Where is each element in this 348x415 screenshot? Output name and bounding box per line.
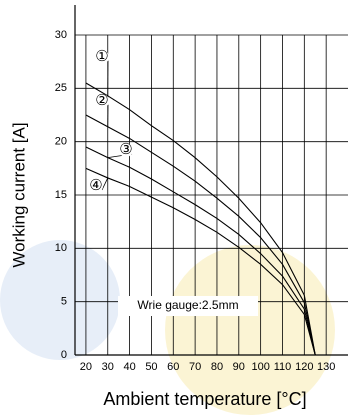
- y-tick-label: 20: [55, 136, 67, 148]
- x-tick-label: 60: [167, 361, 179, 373]
- series-label-bg: [95, 50, 109, 64]
- x-tick-label: 40: [123, 361, 135, 373]
- leader-line: [101, 177, 109, 191]
- series-label: ④: [89, 177, 102, 194]
- x-tick-label: 50: [145, 361, 157, 373]
- x-tick-label: 80: [211, 361, 223, 373]
- x-tick-label: 20: [80, 361, 92, 373]
- x-tick-label: 100: [251, 361, 269, 373]
- y-tick-label: 10: [55, 242, 67, 254]
- x-tick-label: 130: [317, 361, 335, 373]
- y-tick-label: 30: [55, 29, 67, 41]
- y-tick-label: 5: [61, 296, 67, 308]
- x-tick-label: 110: [274, 361, 292, 373]
- x-tick-label: 120: [295, 361, 313, 373]
- line-series: [85, 82, 316, 356]
- y-tick-label: 0: [61, 349, 67, 361]
- annotation: Wrie gauge:2.5mm: [137, 298, 238, 312]
- y-tick-label: 25: [55, 82, 67, 94]
- x-tick-label: 90: [233, 361, 245, 373]
- series-label-bg: [119, 143, 133, 157]
- series-label-bg: [89, 179, 103, 193]
- series-label: ②: [95, 92, 108, 109]
- watermark: [0, 240, 120, 360]
- y-tick-label: 15: [55, 189, 67, 201]
- annotation-box: [118, 296, 258, 316]
- x-tick-label: 70: [189, 361, 201, 373]
- series-label: ③: [119, 141, 132, 158]
- line-series: [85, 146, 316, 356]
- y-axis-label: Working current [A]: [9, 122, 28, 267]
- series-label-bg: [95, 94, 109, 108]
- watermark: [165, 245, 335, 415]
- x-tick-label: 30: [102, 361, 114, 373]
- line-series: [85, 167, 316, 356]
- line-series: [85, 114, 316, 356]
- x-axis-label: Ambient temperature [°C]: [103, 389, 306, 409]
- series-label: ①: [95, 48, 108, 65]
